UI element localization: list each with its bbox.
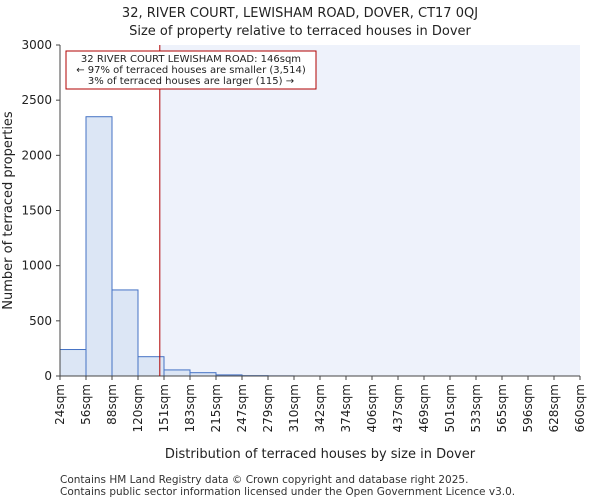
x-tick-label: 183sqm <box>183 384 197 432</box>
y-tick-label: 500 <box>29 314 52 328</box>
histogram-bar <box>59 349 87 377</box>
histogram-bar <box>163 369 191 377</box>
x-tick-label: 596sqm <box>521 384 535 432</box>
histogram-bar <box>111 289 139 377</box>
larger-region-shading <box>159 45 580 376</box>
histogram-chart: 0 500 1000 1500 2000 2500 3000 24sqm 56sqm 88sqm 1… <box>1 38 587 462</box>
y-tick-label: 0 <box>44 369 52 383</box>
x-tick-label: 660sqm <box>573 384 587 432</box>
annotation-box <box>65 50 317 90</box>
x-axis-title: Distribution of terraced houses by size … <box>165 447 476 462</box>
y-tick-label: 2500 <box>21 93 52 107</box>
footer-licence: Contains public sector information licen… <box>60 486 516 498</box>
y-tick-label: 1000 <box>21 259 52 273</box>
x-tick-label: 151sqm <box>157 384 171 432</box>
annotation-line-3: 3% of terraced houses are larger (115) → <box>88 76 294 87</box>
x-tick-label: 501sqm <box>443 384 457 432</box>
y-tick-label: 2000 <box>21 148 52 162</box>
x-tick-label: 374sqm <box>339 384 353 432</box>
annotation-line-1: 32 RIVER COURT LEWISHAM ROAD: 146sqm <box>81 54 301 65</box>
x-tick-label: 88sqm <box>105 384 119 425</box>
x-tick-label: 628sqm <box>547 384 561 432</box>
x-tick-label: 56sqm <box>79 384 93 425</box>
x-tick-label: 120sqm <box>131 384 145 432</box>
x-tick-label: 406sqm <box>365 384 379 432</box>
x-tick-label: 279sqm <box>261 384 275 432</box>
annotation-line-2: ← 97% of terraced houses are smaller (3,… <box>76 65 306 76</box>
x-tick-label: 437sqm <box>391 384 405 432</box>
y-axis-title: Number of terraced properties <box>1 111 16 310</box>
footer-copyright: Contains HM Land Registry data © Crown c… <box>60 474 469 486</box>
x-tick-label: 247sqm <box>235 384 249 432</box>
x-tick-label: 533sqm <box>469 384 483 432</box>
x-tick-label: 310sqm <box>287 384 301 432</box>
x-tick-label: 565sqm <box>495 384 509 432</box>
chart-title: 32, RIVER COURT, LEWISHAM ROAD, DOVER, C… <box>121 6 479 21</box>
chart-subtitle: Size of property relative to terraced ho… <box>129 24 471 39</box>
y-tick-label: 1500 <box>21 204 52 218</box>
x-tick-label: 342sqm <box>313 384 327 432</box>
x-tick-label: 215sqm <box>209 384 223 432</box>
x-tick-label: 24sqm <box>53 384 67 425</box>
y-tick-label: 3000 <box>21 38 52 52</box>
histogram-bar <box>85 116 113 377</box>
x-tick-label: 469sqm <box>417 384 431 432</box>
